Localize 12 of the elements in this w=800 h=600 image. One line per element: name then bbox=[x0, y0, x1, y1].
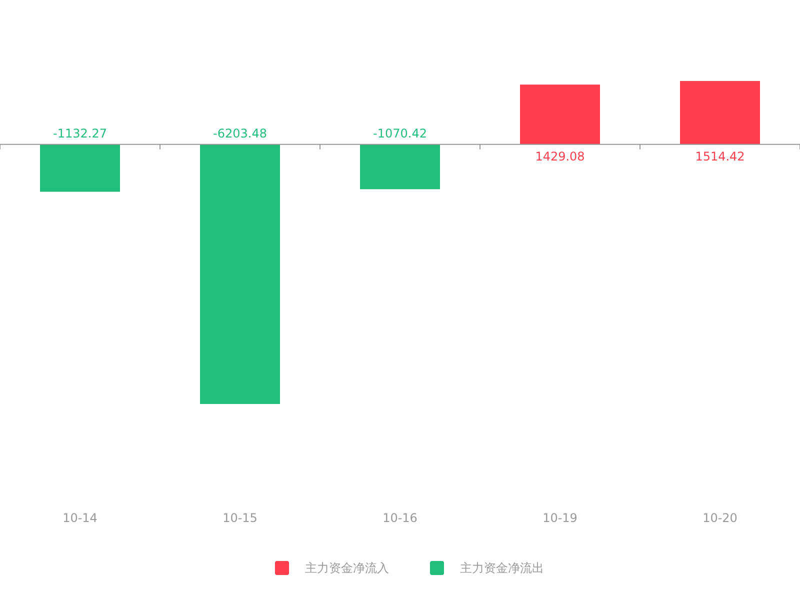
x-tick-label: 10-20 bbox=[702, 511, 738, 525]
legend-label: 主力资金净流出 bbox=[460, 561, 544, 575]
x-tick-label: 10-14 bbox=[62, 511, 98, 525]
data-label: -6203.48 bbox=[213, 126, 267, 140]
data-label: 1429.08 bbox=[535, 149, 585, 164]
legend-label: 主力资金净流入 bbox=[305, 561, 389, 575]
data-label: -1132.27 bbox=[53, 126, 107, 140]
x-tick-label: 10-19 bbox=[542, 511, 578, 525]
data-label: 1514.42 bbox=[695, 149, 745, 164]
x-tick-label: 10-15 bbox=[222, 511, 258, 525]
x-tick-label: 10-16 bbox=[382, 511, 418, 525]
data-label: -1070.42 bbox=[373, 126, 427, 140]
